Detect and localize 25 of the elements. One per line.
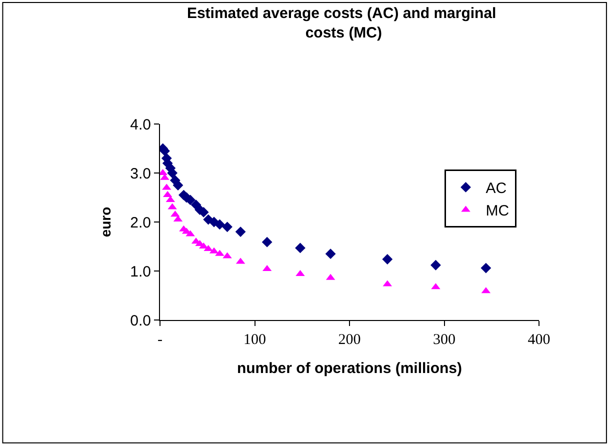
x-tick-label: - <box>158 332 162 348</box>
point <box>480 262 492 274</box>
y-tick-label: 4.0 <box>130 116 151 134</box>
y-tick-label: 1.0 <box>130 263 151 280</box>
y-axis-title: euro <box>98 206 114 238</box>
point <box>214 219 225 230</box>
x-axis-title: number of operations (millions) <box>236 360 462 377</box>
point <box>235 226 246 237</box>
point <box>295 242 306 254</box>
chart-title: Estimated average costs (AC) and marginal costs (MC) <box>186 4 496 42</box>
x-tick-label: 400 <box>528 332 550 348</box>
y-tick-label: 0.0 <box>130 312 151 330</box>
point <box>382 254 393 264</box>
point <box>430 260 441 270</box>
y-tick-label: 3.0 <box>130 165 151 182</box>
x-tick-label: 100 <box>244 332 266 348</box>
point <box>222 222 232 232</box>
x-tick-label: 200 <box>338 332 361 348</box>
legend-label: MC <box>486 202 510 220</box>
y-tick-label: 2.0 <box>130 214 151 232</box>
point <box>325 248 336 260</box>
point <box>172 180 184 190</box>
point <box>262 236 272 248</box>
x-tick-label: 300 <box>433 332 456 348</box>
legend-label: AC <box>486 180 507 198</box>
